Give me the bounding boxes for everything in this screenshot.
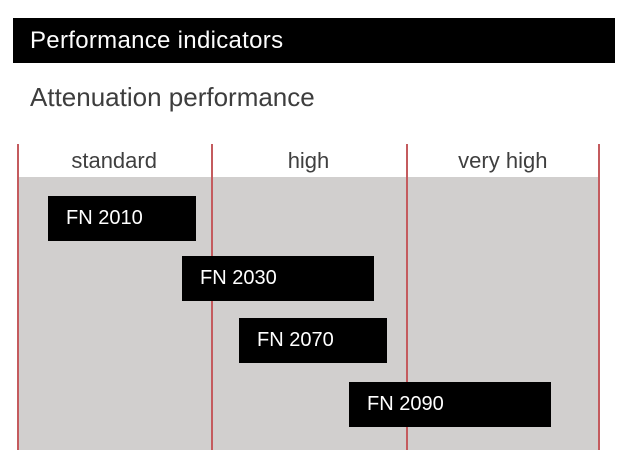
range-bar-label: FN 2090 — [367, 393, 444, 415]
range-bar-label: FN 2030 — [200, 267, 277, 289]
title-bar: Performance indicators — [13, 18, 615, 63]
attenuation-chart: standard high very high FN 2010 FN 2030 FN 2… — [17, 144, 600, 450]
range-bar-label: FN 2010 — [66, 207, 143, 229]
category-separator-line — [598, 144, 600, 450]
range-bar-fn-2030: FN 2030 — [182, 256, 374, 301]
column-label-high: high — [287, 147, 330, 173]
range-bar-fn-2070: FN 2070 — [239, 318, 387, 363]
range-bar-fn-2090: FN 2090 — [349, 382, 551, 427]
range-bar-fn-2010: FN 2010 — [48, 196, 196, 241]
category-separator-line — [17, 144, 19, 450]
section-title: Attenuation performance — [30, 82, 315, 112]
column-label-very-high: very high — [458, 147, 548, 173]
range-bar-label: FN 2070 — [257, 329, 334, 351]
column-label-standard: standard — [71, 147, 157, 173]
category-separator-line — [406, 144, 408, 450]
page-title: Performance indicators — [30, 26, 284, 54]
